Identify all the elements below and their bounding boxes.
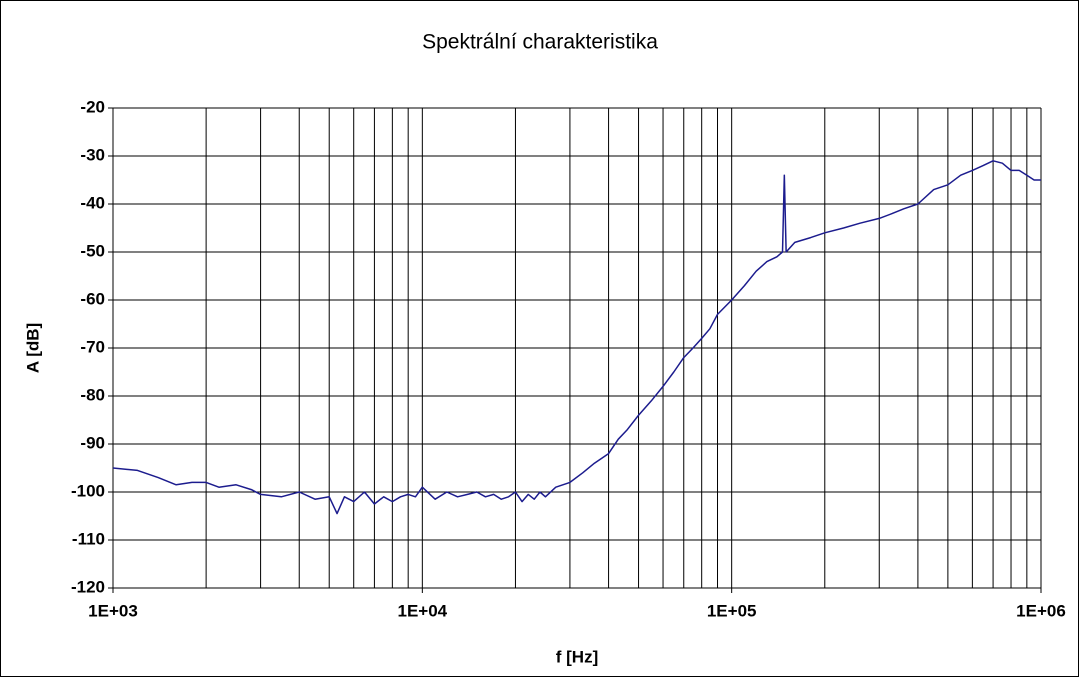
y-tick-label: -30 [80,145,105,164]
y-tick-label: -40 [80,193,105,212]
y-axis-label: A [dB] [23,323,42,373]
y-tick-label: -60 [80,289,105,308]
y-tick-label: -90 [80,433,105,452]
chart-title: Spektrální charakteristika [422,31,658,54]
y-tick-label: -20 [80,97,105,116]
y-tick-label: -80 [80,385,105,404]
y-tick-label: -120 [71,577,105,596]
x-tick-label: 1E+05 [707,601,757,620]
y-tick-label: -110 [72,529,105,548]
x-tick-label: 1E+03 [88,601,138,620]
y-tick-label: -50 [80,241,105,260]
y-tick-label: -100 [71,481,105,500]
x-tick-label: 1E+04 [398,601,448,620]
x-axis-label: f [Hz] [556,647,598,666]
data-line [112,160,1041,515]
x-tick-label: 1E+06 [1016,601,1066,620]
y-tick-label: -70 [80,337,105,356]
